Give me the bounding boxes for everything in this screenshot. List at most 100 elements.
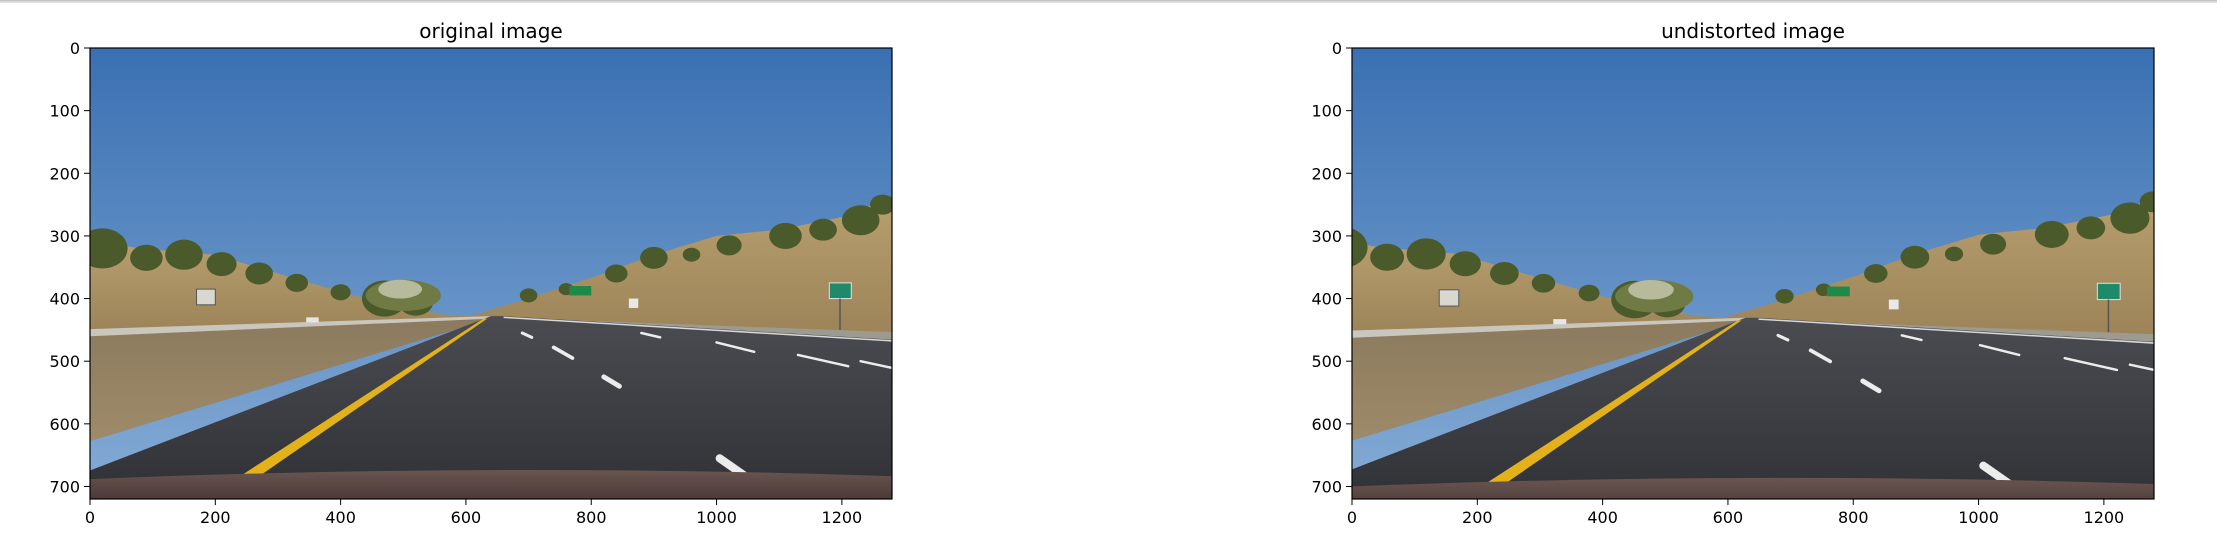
small-sign	[1888, 299, 1899, 310]
white-lane-dash	[1900, 334, 1923, 342]
tree	[1490, 262, 1519, 285]
y-tick-label: 200	[49, 164, 80, 183]
white-lane-dash	[520, 331, 534, 339]
axes-frame	[89, 47, 893, 500]
road-edge-line	[1758, 318, 2154, 344]
white-lane-dash	[551, 345, 575, 360]
tree	[285, 273, 309, 292]
green-road-sign	[569, 286, 592, 296]
y-tick-label: 700	[1311, 477, 1342, 496]
small-sign	[628, 298, 639, 308]
tree	[1980, 233, 2007, 255]
y-tick-label: 500	[1311, 352, 1342, 371]
tree	[841, 205, 880, 236]
white-lane-dash	[859, 359, 892, 370]
white-lane-dash	[1808, 348, 1833, 364]
chart-title: original image	[419, 19, 562, 43]
white-lane-dash	[640, 331, 662, 339]
y-tick-label: 100	[49, 102, 80, 121]
tree	[2034, 220, 2069, 248]
y-tick-label: 400	[1311, 290, 1342, 309]
tree	[2076, 216, 2106, 240]
tree	[519, 288, 538, 303]
road	[1352, 317, 2154, 499]
tree	[330, 284, 351, 301]
y-tick-label: 400	[49, 290, 80, 309]
tree	[1531, 273, 1556, 293]
tree	[1900, 245, 1930, 269]
tree	[682, 247, 701, 262]
tree	[1449, 251, 1481, 277]
green-road-sign	[1826, 286, 1850, 297]
white-lane-dash	[715, 341, 756, 354]
tree	[1864, 264, 1888, 283]
y-tick-label: 300	[49, 227, 80, 246]
flowering-bush-blossoms	[1628, 280, 1674, 300]
white-lane-dash	[1978, 343, 2021, 357]
x-tick-label: 800	[1838, 508, 1869, 527]
x-tick-label: 0	[1347, 508, 1357, 527]
road-edge-line	[503, 316, 892, 342]
tree	[245, 262, 273, 285]
road-sign	[1438, 289, 1460, 307]
road-sign	[196, 288, 216, 306]
y-tick-label: 600	[49, 415, 80, 434]
x-tick-label: 200	[200, 508, 231, 527]
white-lane-dash	[1860, 378, 1882, 394]
white-lane-dash	[1776, 333, 1790, 342]
x-tick-label: 800	[576, 508, 607, 527]
tree	[640, 246, 668, 269]
road-photo	[1352, 48, 2154, 499]
y-tick-label: 100	[1311, 102, 1342, 121]
y-tick-label: 500	[49, 352, 80, 371]
x-tick-label: 400	[325, 508, 356, 527]
x-tick-label: 1000	[1958, 508, 1999, 527]
white-lane-dash	[796, 353, 850, 368]
white-lane-dash	[601, 374, 622, 389]
tree	[2110, 202, 2150, 234]
car	[1553, 319, 1567, 325]
white-lane-dash	[2128, 363, 2154, 372]
x-tick-label: 600	[451, 508, 482, 527]
tree	[1944, 246, 1964, 262]
car-hood	[90, 469, 892, 499]
left-shoulder	[1352, 319, 1746, 441]
road-photo	[90, 48, 892, 499]
tree	[870, 194, 892, 215]
x-tick-label: 1200	[822, 508, 863, 527]
axes-frame	[1351, 47, 2155, 500]
tree	[165, 239, 203, 270]
white-lane-dash	[2063, 356, 2119, 372]
x-tick-label: 400	[1587, 508, 1618, 527]
car	[306, 317, 319, 323]
green-road-sign	[828, 282, 852, 300]
yellow-lane-line	[1488, 320, 1742, 482]
y-tick-label: 300	[1311, 227, 1342, 246]
left-barrier	[1352, 317, 1746, 338]
left-shoulder	[90, 317, 491, 442]
chart-title: undistorted image	[1661, 19, 1845, 43]
tree	[130, 244, 163, 271]
left-hill	[1352, 242, 1746, 343]
tree	[809, 218, 837, 241]
tree	[605, 264, 628, 283]
yellow-lane-line	[243, 318, 488, 474]
y-tick-label: 600	[1311, 415, 1342, 434]
x-tick-label: 1200	[2084, 508, 2125, 527]
tree	[1352, 228, 1368, 267]
green-road-sign	[2096, 282, 2121, 301]
x-tick-label: 200	[1462, 508, 1493, 527]
tree	[769, 222, 802, 249]
y-tick-label: 700	[49, 477, 80, 496]
tree	[1775, 289, 1794, 304]
left-barrier	[90, 316, 491, 337]
y-tick-label: 0	[70, 39, 80, 58]
y-tick-label: 200	[1311, 164, 1342, 183]
tree	[2139, 191, 2154, 213]
tree	[1406, 238, 1446, 270]
tree	[206, 252, 237, 277]
image-panel-undistorted: undistorted image 0 200 400 600 800 1000 1200 0 1…	[1311, 19, 2155, 527]
x-tick-label: 600	[1713, 508, 1744, 527]
x-tick-label: 1000	[696, 508, 737, 527]
